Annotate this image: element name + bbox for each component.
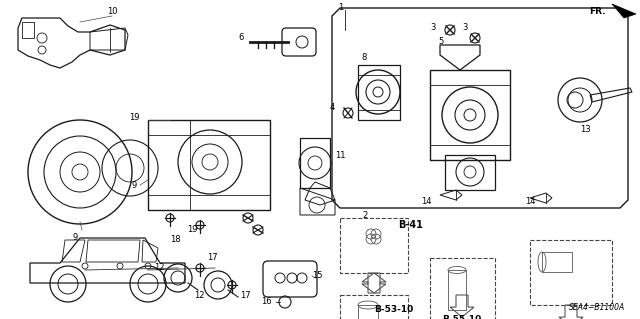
Text: 13: 13 <box>580 125 591 135</box>
Text: 3: 3 <box>431 24 436 33</box>
Text: 1: 1 <box>338 4 343 12</box>
Text: FR.: FR. <box>589 8 606 17</box>
Text: 4: 4 <box>330 103 335 113</box>
Polygon shape <box>612 4 636 18</box>
Text: 15: 15 <box>312 271 323 279</box>
Text: 3: 3 <box>463 24 468 33</box>
Text: 12: 12 <box>195 291 205 300</box>
Text: 14: 14 <box>525 197 536 206</box>
Bar <box>542 252 572 272</box>
Text: 14: 14 <box>422 197 432 206</box>
Bar <box>340 218 408 273</box>
Bar <box>22 22 34 38</box>
Text: 17: 17 <box>240 291 251 300</box>
Text: 8: 8 <box>362 54 367 63</box>
Text: 2: 2 <box>362 211 367 219</box>
Text: 9: 9 <box>132 181 137 189</box>
Bar <box>530 240 612 305</box>
Bar <box>358 305 378 319</box>
Text: B-53-10: B-53-10 <box>374 306 413 315</box>
Text: 12: 12 <box>154 263 165 272</box>
Text: 16: 16 <box>261 298 272 307</box>
Text: B-41: B-41 <box>398 220 423 230</box>
Text: 9: 9 <box>73 234 78 242</box>
Text: 10: 10 <box>107 8 117 17</box>
Bar <box>448 270 466 310</box>
Text: 6: 6 <box>239 33 244 42</box>
Text: 19: 19 <box>129 114 140 122</box>
Text: 11: 11 <box>335 151 346 160</box>
Text: 17: 17 <box>207 254 218 263</box>
Bar <box>430 258 495 319</box>
Text: 18: 18 <box>170 235 180 244</box>
Bar <box>340 295 408 319</box>
Text: 5: 5 <box>438 38 444 47</box>
Text: SEA4−B1100A: SEA4−B1100A <box>569 303 625 312</box>
Text: 19: 19 <box>187 226 197 234</box>
Text: B-55-10: B-55-10 <box>442 315 482 319</box>
